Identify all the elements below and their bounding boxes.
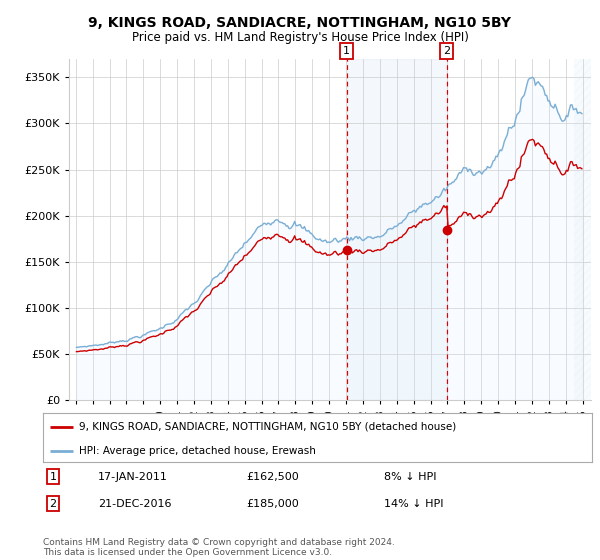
Bar (574, 59, 591, 400)
Text: £185,000: £185,000 (247, 498, 299, 508)
Text: HPI: Average price, detached house, Erewash: HPI: Average price, detached house, Erew… (79, 446, 316, 456)
Text: 2: 2 (443, 46, 450, 56)
Text: 9, KINGS ROAD, SANDIACRE, NOTTINGHAM, NG10 5BY: 9, KINGS ROAD, SANDIACRE, NOTTINGHAM, NG… (89, 16, 511, 30)
Text: Contains HM Land Registry data © Crown copyright and database right 2024.
This d: Contains HM Land Registry data © Crown c… (43, 538, 395, 557)
Text: 8% ↓ HPI: 8% ↓ HPI (383, 472, 436, 482)
Text: 17-JAN-2011: 17-JAN-2011 (98, 472, 168, 482)
Text: 9, KINGS ROAD, SANDIACRE, NOTTINGHAM, NG10 5BY (detached house): 9, KINGS ROAD, SANDIACRE, NOTTINGHAM, NG… (79, 422, 456, 432)
Text: 1: 1 (343, 46, 350, 56)
Text: 21-DEC-2016: 21-DEC-2016 (98, 498, 172, 508)
Text: 1: 1 (50, 472, 56, 482)
Bar (347, 59, 447, 400)
Text: £162,500: £162,500 (247, 472, 299, 482)
Text: 14% ↓ HPI: 14% ↓ HPI (383, 498, 443, 508)
Text: 2: 2 (50, 498, 56, 508)
Text: Price paid vs. HM Land Registry's House Price Index (HPI): Price paid vs. HM Land Registry's House … (131, 31, 469, 44)
